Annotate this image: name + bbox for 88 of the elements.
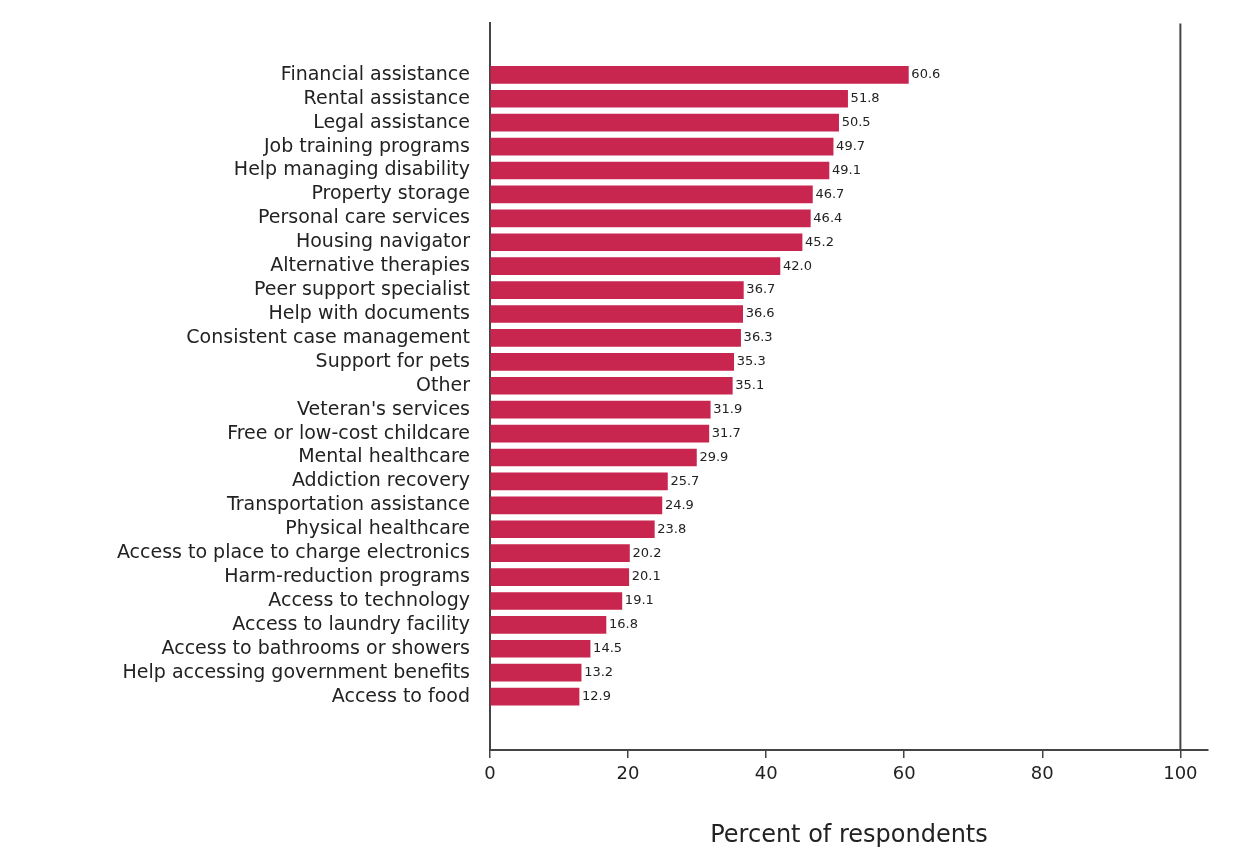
bar: [490, 233, 803, 252]
data-label: 36.6: [745, 305, 775, 321]
y-tick-label: Rental assistance: [303, 85, 470, 108]
bar: [490, 472, 668, 491]
y-tick-label: Help with documents: [268, 300, 470, 323]
x-tick-label: 80: [1030, 762, 1054, 784]
bar: [490, 137, 834, 156]
bar: [490, 376, 733, 395]
x-tick-label: 0: [484, 762, 496, 784]
data-label: 20.1: [631, 568, 661, 584]
data-label: 13.2: [584, 664, 614, 680]
bar: [490, 257, 781, 276]
y-tick-label: Financial assistance: [280, 61, 470, 84]
x-tick-label: 60: [892, 762, 916, 784]
y-tick-label: Other: [416, 372, 471, 395]
data-label: 31.9: [713, 401, 743, 417]
x-tick-label: 20: [616, 762, 640, 784]
bar: [490, 520, 655, 539]
y-tick-label: Veteran's services: [297, 396, 470, 419]
data-label: 14.5: [593, 640, 623, 656]
bar: [490, 400, 711, 419]
data-label: 60.6: [911, 66, 941, 82]
y-tick-label: Harm-reduction programs: [224, 563, 470, 586]
y-tick-label: Property storage: [311, 181, 470, 204]
x-tick-label: 100: [1163, 762, 1198, 784]
bar: [490, 568, 630, 586]
data-label: 35.1: [735, 377, 765, 393]
y-tick-label: Access to bathrooms or showers: [161, 635, 470, 658]
bar: [490, 663, 582, 682]
bar: [490, 329, 741, 347]
bar: [490, 66, 909, 84]
data-label: 24.9: [664, 496, 694, 512]
y-tick-label: Legal assistance: [313, 109, 470, 132]
bar: [490, 209, 811, 228]
bar: [490, 687, 580, 706]
bar: [490, 353, 735, 371]
bar: [490, 161, 830, 180]
y-tick-label: Mental healthcare: [298, 444, 470, 467]
y-tick-label: Access to food: [331, 683, 470, 706]
bar: [490, 89, 848, 108]
bar: [490, 448, 697, 467]
data-label: 49.7: [836, 137, 866, 153]
bar: [490, 424, 710, 443]
bar: [490, 616, 607, 634]
bar: [490, 544, 630, 562]
data-label: 31.7: [711, 424, 741, 440]
data-label: 29.9: [699, 448, 729, 464]
data-label: 51.8: [850, 90, 880, 106]
y-tick-label: Housing navigator: [295, 229, 471, 252]
x-axis-title: Percent of respondents: [710, 819, 988, 848]
data-label: 20.2: [632, 544, 662, 560]
data-label: 36.3: [743, 329, 773, 345]
data-label: 23.8: [657, 520, 687, 536]
y-tick-label: Job training programs: [263, 133, 470, 156]
data-label: 46.7: [815, 185, 845, 201]
data-label: 42.0: [782, 257, 812, 273]
y-tick-label: Peer support specialist: [254, 277, 470, 300]
y-tick-label: Personal care services: [258, 205, 470, 228]
data-label: 50.5: [841, 114, 871, 130]
data-label: 25.7: [670, 472, 700, 488]
bar: [490, 185, 813, 204]
y-tick-label: Transportation assistance: [225, 492, 470, 515]
bar: [490, 305, 744, 323]
data-label: 35.3: [736, 353, 766, 369]
x-tick-label: 40: [754, 762, 778, 784]
data-label: 12.9: [582, 687, 612, 703]
bar: [490, 592, 623, 610]
y-tick-label: Addiction recovery: [291, 468, 470, 491]
data-label: 36.7: [746, 281, 776, 297]
bar: [490, 281, 744, 299]
data-label: 19.1: [624, 592, 654, 608]
y-tick-label: Help accessing government benefits: [122, 659, 470, 682]
bar: [490, 113, 839, 132]
y-tick-label: Access to place to charge electronics: [116, 540, 470, 563]
y-tick-label: Help managing disability: [233, 157, 470, 180]
data-label: 45.2: [805, 233, 835, 249]
y-tick-label: Free or low-cost childcare: [227, 420, 470, 443]
bar: [490, 639, 591, 658]
data-label: 49.1: [831, 161, 861, 177]
data-label: 16.8: [608, 616, 638, 632]
y-tick-label: Physical healthcare: [285, 516, 470, 539]
y-tick-label: Support for pets: [315, 348, 470, 371]
bar: [490, 496, 663, 515]
y-tick-label: Consistent case management: [186, 324, 470, 347]
y-tick-label: Access to technology: [268, 587, 470, 610]
y-tick-label: Access to laundry facility: [232, 611, 470, 634]
data-label: 46.4: [813, 209, 843, 225]
y-tick-label: Alternative therapies: [270, 253, 470, 276]
